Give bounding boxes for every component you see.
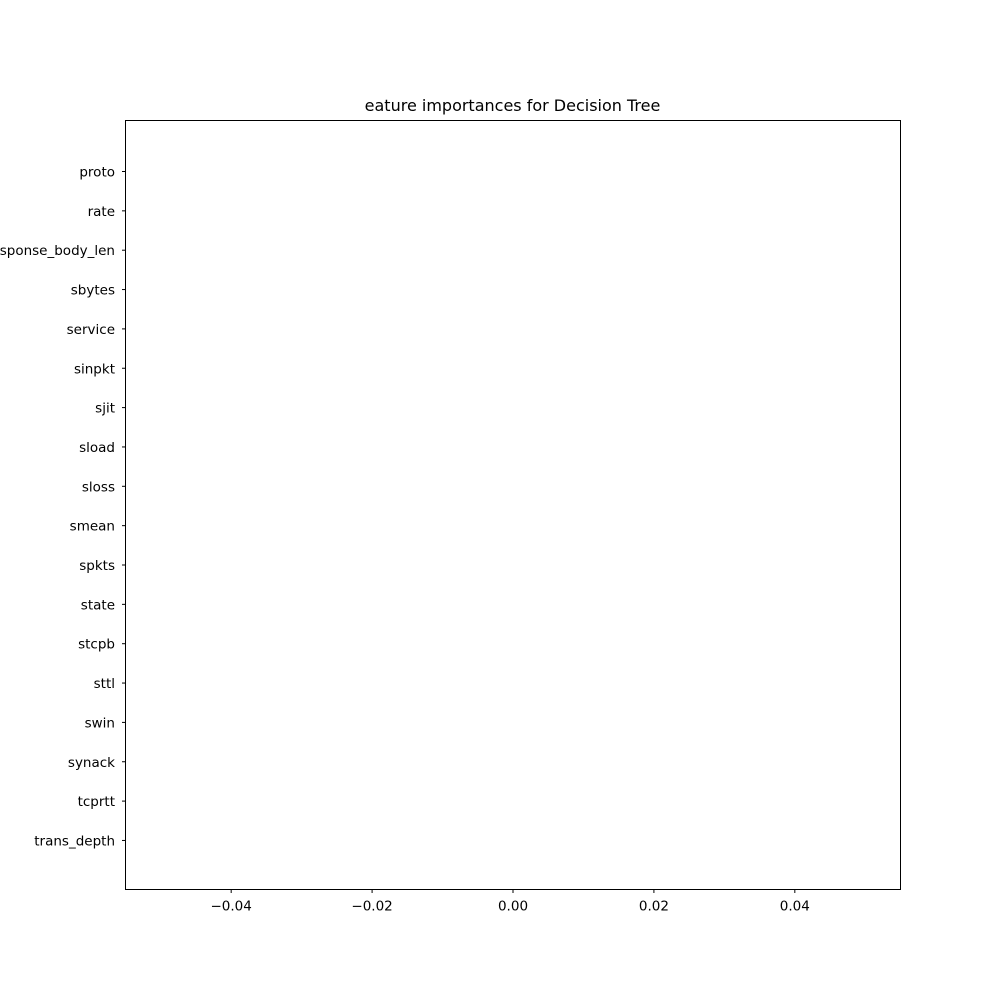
x-tick-label: 0.00 [498,899,528,915]
y-tick-label: sbytes [71,283,115,299]
y-tick-label: sload [79,440,115,456]
y-tick-label: rate [88,204,115,220]
y-tick-label: stcpb [78,637,115,653]
y-tick-label: synack [68,755,115,771]
y-tick-label: sttl [94,676,115,692]
y-tick-label: sjit [95,401,115,417]
x-tick-label: −0.02 [351,899,392,915]
x-tick-label: 0.02 [639,899,669,915]
chart-title: eature importances for Decision Tree [365,96,661,115]
y-tick-label: swin [85,715,115,731]
y-tick-label: state [81,597,115,613]
y-tick-label: service [67,322,115,338]
y-tick-label: smean [70,519,115,535]
y-tick-label: sinpkt [74,361,115,377]
y-tick-label: spkts [79,558,115,574]
y-tick-label: trans_depth [34,833,115,849]
y-tick-label: sloss [82,479,115,495]
y-tick-label: sponse_body_len [0,243,115,259]
y-tick-label: tcprtt [78,794,115,810]
y-tick-label: proto [79,165,115,181]
plot-area-frame [125,120,901,890]
x-tick-label: −0.04 [210,899,251,915]
x-tick-label: 0.04 [780,899,810,915]
x-axis: −0.04 −0.02 0.00 0.02 0.04 [210,889,810,915]
